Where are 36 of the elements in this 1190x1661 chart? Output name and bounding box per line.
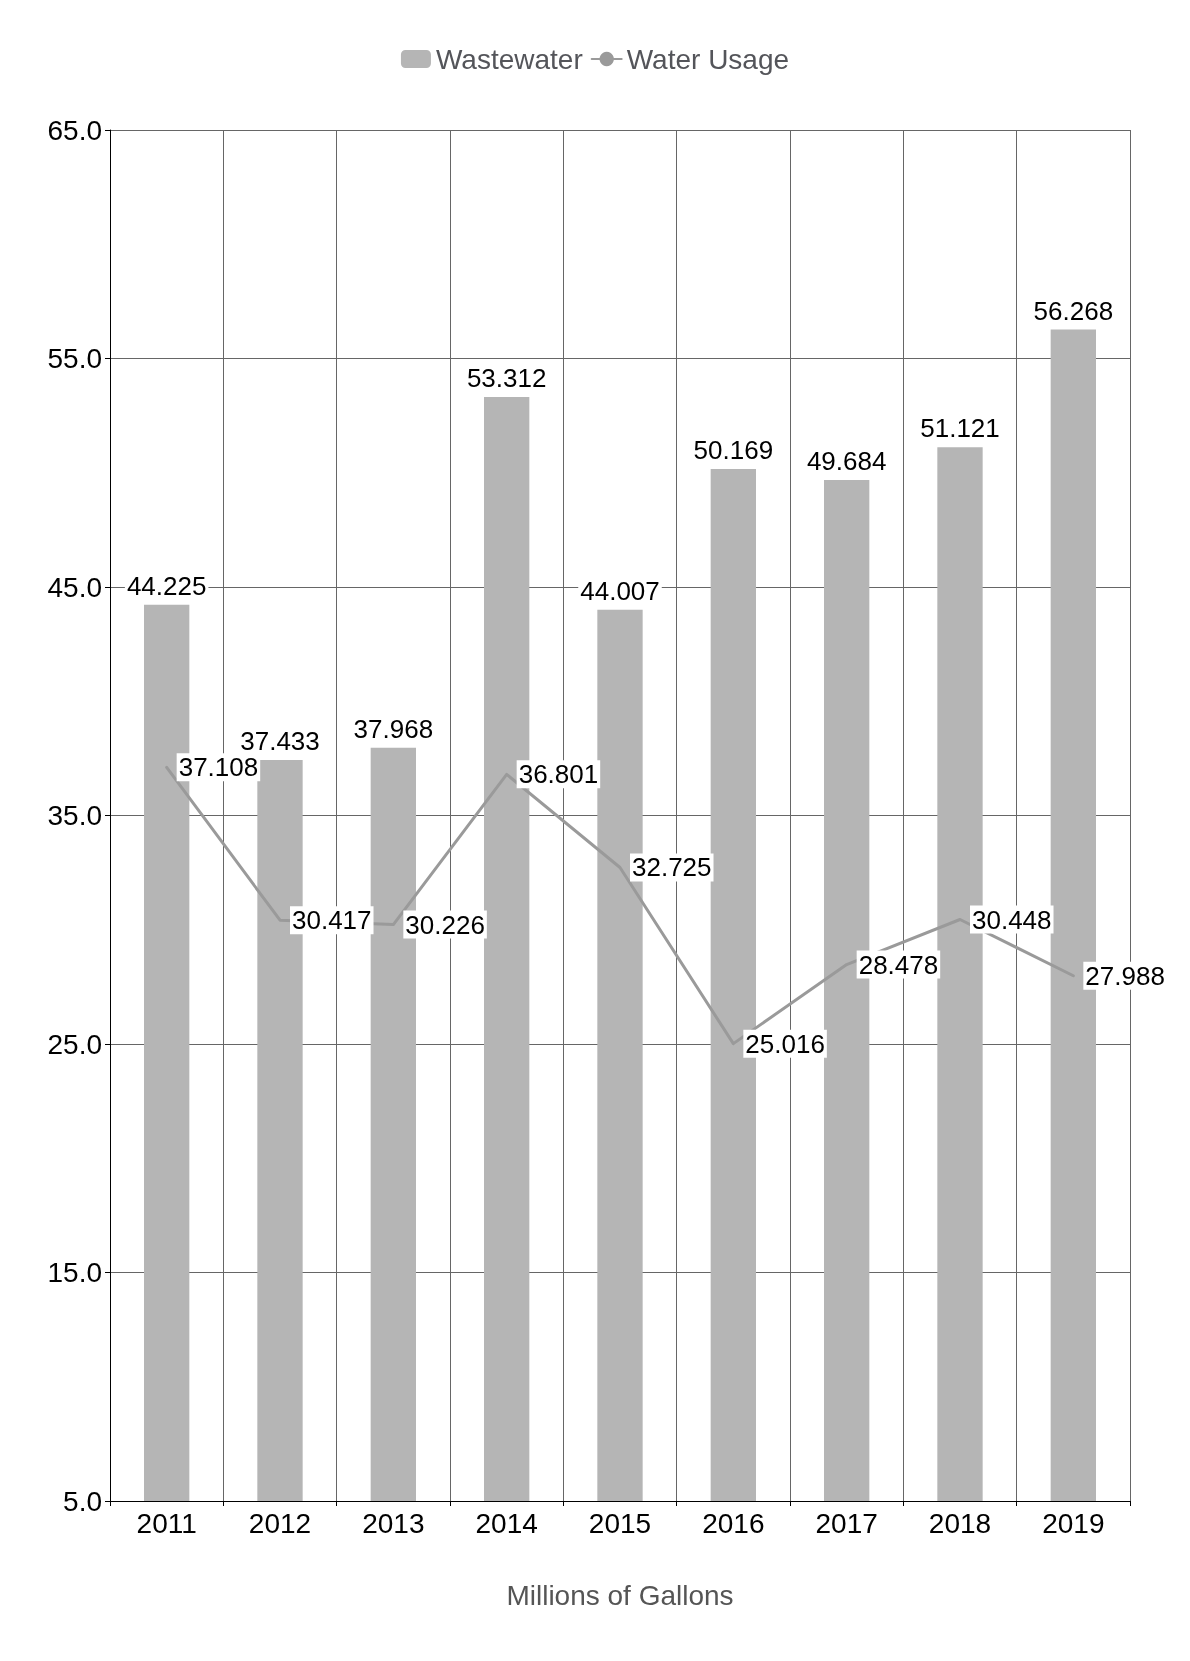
data-label: 53.312 [466, 363, 547, 394]
x-tick-label: 2016 [702, 1507, 765, 1539]
x-tick-label: 2019 [1042, 1507, 1105, 1539]
data-label: 49.684 [806, 445, 887, 476]
data-label: 30.448 [972, 904, 1052, 935]
y-tick-label: 45.0 [47, 571, 102, 603]
data-label: 36.801 [518, 759, 599, 790]
y-tick-label: 25.0 [47, 1028, 102, 1060]
data-label: 56.268 [1033, 295, 1114, 326]
data-label: 37.968 [353, 713, 434, 744]
y-tick-label: 65.0 [47, 114, 102, 146]
x-tick-label: 2015 [588, 1507, 652, 1539]
x-tick-label: 2014 [475, 1507, 538, 1539]
x-tick-label: 2013 [362, 1507, 425, 1539]
data-label: 50.169 [693, 434, 774, 465]
x-tick-label: 2017 [815, 1507, 878, 1539]
x-tick-label: 2012 [248, 1507, 312, 1539]
x-axis-title: Millions of Gallons [506, 1579, 734, 1611]
data-label: 30.226 [405, 909, 485, 940]
data-label: 30.417 [292, 905, 372, 936]
data-label: 27.988 [1085, 960, 1165, 991]
data-label: 44.225 [126, 570, 207, 601]
x-tick-label: 2011 [136, 1507, 197, 1539]
y-tick-label: 55.0 [47, 343, 102, 374]
data-label: 37.108 [178, 752, 259, 783]
y-tick-label: 35.0 [47, 800, 102, 831]
data-label: 51.121 [920, 413, 1000, 444]
data-label: 28.478 [858, 949, 939, 980]
data-label: 32.725 [632, 852, 712, 883]
x-tick-label: 2018 [928, 1507, 992, 1539]
legend-label: Wastewater [435, 43, 583, 75]
legend-label: Water Usage [626, 43, 790, 75]
y-tick-label: 15.0 [47, 1257, 102, 1288]
data-label: 44.007 [580, 575, 660, 606]
y-tick-label: 5.0 [63, 1485, 102, 1517]
data-label: 25.016 [745, 1028, 825, 1059]
